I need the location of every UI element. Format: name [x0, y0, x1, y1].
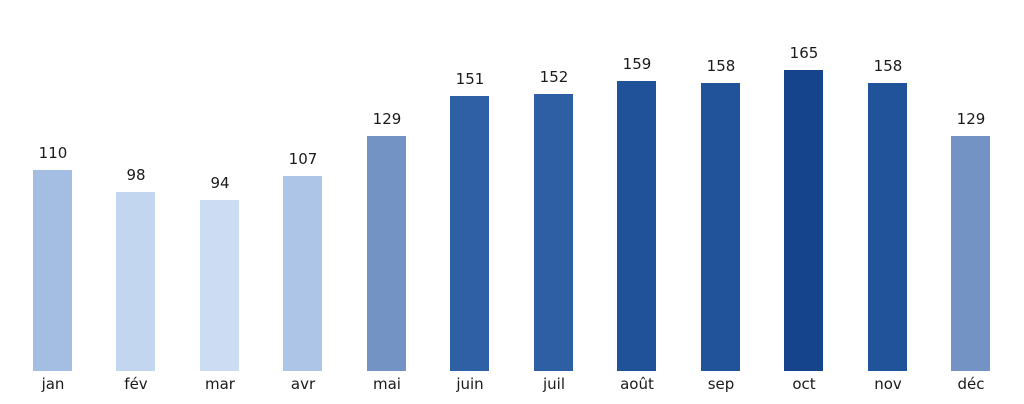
bar-juil: [534, 94, 573, 371]
bar-value-label-mai: 129: [372, 110, 402, 128]
bar-value-label-nov: 158: [873, 57, 903, 75]
bar-value-label-juil: 152: [539, 68, 569, 86]
x-tick-label-juil: juil: [542, 375, 565, 393]
x-tick-label-avr: avr: [290, 375, 316, 393]
bar-mar: [200, 200, 239, 371]
x-tick-label-mai: mai: [373, 375, 401, 393]
bar-fév: [116, 192, 155, 371]
bar-juin: [450, 96, 489, 371]
x-tick-label-sep: sep: [707, 375, 735, 393]
bar-value-label-mar: 94: [210, 174, 230, 192]
bar-nov: [868, 83, 907, 371]
bar-value-label-sep: 158: [706, 57, 736, 75]
x-tick-label-oct: oct: [792, 375, 816, 393]
bar-avr: [283, 176, 322, 371]
bar-value-label-avr: 107: [288, 150, 318, 168]
bar-value-label-jan: 110: [38, 144, 68, 162]
x-tick-label-juin: juin: [456, 375, 484, 393]
bar-jan: [33, 170, 72, 371]
x-tick-label-mar: mar: [205, 375, 235, 393]
bar-value-label-oct: 165: [789, 44, 819, 62]
bar-value-label-juin: 151: [455, 70, 485, 88]
x-tick-label-nov: nov: [874, 375, 902, 393]
bar-oct: [784, 70, 823, 371]
bar-déc: [951, 136, 990, 371]
bar-sep: [701, 83, 740, 371]
bar-value-label-déc: 129: [956, 110, 986, 128]
x-tick-label-jan: jan: [41, 375, 65, 393]
x-tick-label-fév: fév: [124, 375, 148, 393]
x-tick-label-août: août: [620, 375, 654, 393]
bar-value-label-août: 159: [622, 55, 652, 73]
bar-mai: [367, 136, 406, 371]
bar-août: [617, 81, 656, 371]
bar-value-label-fév: 98: [126, 166, 146, 184]
x-tick-label-déc: déc: [957, 375, 985, 393]
